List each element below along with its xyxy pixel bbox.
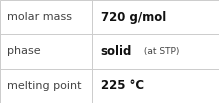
Text: melting point: melting point (7, 81, 81, 91)
Text: phase: phase (7, 46, 40, 57)
Text: 720 g/mol: 720 g/mol (101, 11, 166, 24)
Text: 225 °C: 225 °C (101, 79, 144, 92)
Text: solid: solid (101, 45, 132, 58)
Text: (at STP): (at STP) (141, 47, 180, 56)
Text: molar mass: molar mass (7, 12, 72, 22)
